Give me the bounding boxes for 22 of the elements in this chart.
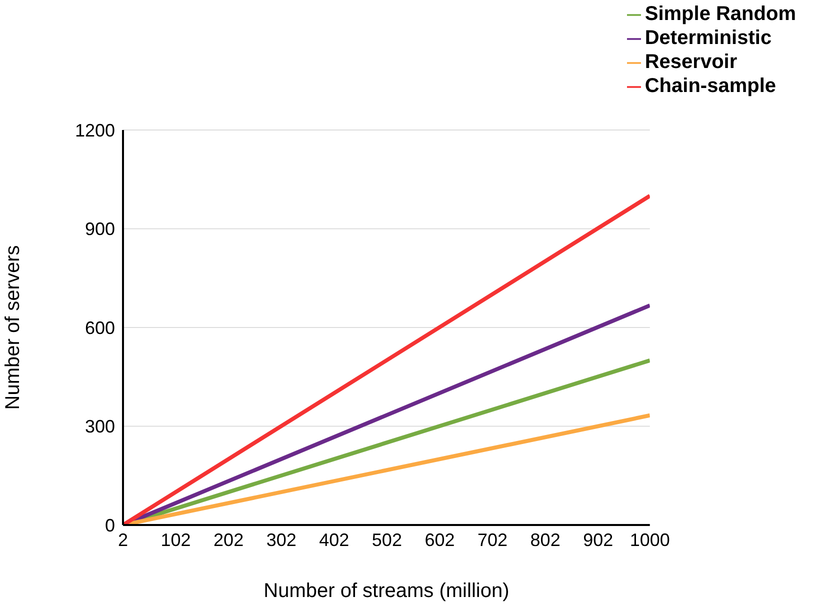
x-tick-label: 502 — [372, 530, 402, 550]
x-tick-label: 702 — [478, 530, 508, 550]
y-tick-label: 900 — [84, 219, 115, 240]
legend-label: Simple Random — [644, 3, 796, 25]
x-tick-label: 402 — [319, 530, 350, 550]
x-tick-label: 302 — [266, 530, 296, 550]
y-tick-label: 1200 — [74, 120, 115, 140]
y-tick-label: 600 — [84, 318, 115, 338]
x-tick-label: 802 — [530, 530, 560, 550]
legend-label: Deterministic — [644, 27, 772, 49]
y-tick-label: 0 — [104, 515, 115, 536]
x-tick-label: 902 — [583, 530, 614, 550]
legend-label: Reservoir — [644, 51, 738, 73]
y-axis-title: Number of servers — [2, 245, 24, 410]
y-tick-label: 300 — [84, 416, 115, 437]
x-tick-label: 602 — [424, 530, 455, 550]
x-axis-title: Number of streams (million) — [264, 580, 510, 602]
x-tick-label: 1000 — [630, 530, 670, 550]
x-tick-label: 102 — [160, 530, 191, 550]
x-tick-label: 202 — [214, 530, 244, 550]
x-tick-label: 2 — [118, 530, 128, 550]
legend-label: Chain-sample — [644, 75, 776, 97]
